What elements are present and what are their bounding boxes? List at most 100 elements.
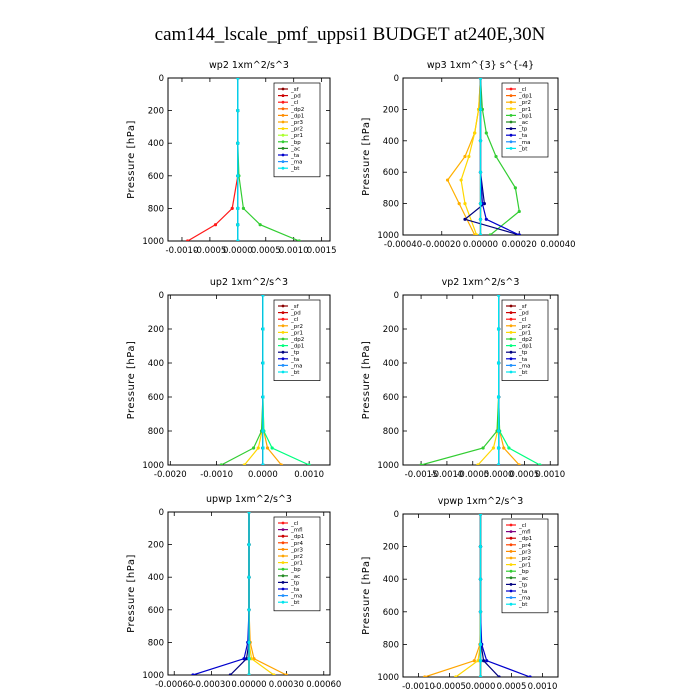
legend-marker xyxy=(281,581,285,584)
legend-label: _tp xyxy=(518,582,528,588)
legend-label: _cl xyxy=(518,317,527,323)
legend-label: _dp1 xyxy=(518,344,532,350)
series-point-bp xyxy=(297,239,301,241)
legend-marker xyxy=(509,140,513,144)
y-tick-label: 200 xyxy=(383,543,399,553)
legend-marker xyxy=(281,94,285,97)
series-point-tp xyxy=(497,675,501,677)
series-point-ta xyxy=(242,657,246,661)
series-point-bt xyxy=(478,577,483,581)
legend-marker xyxy=(509,337,513,341)
series-point-tp xyxy=(463,217,467,221)
legend-label: _pr3 xyxy=(290,547,304,553)
x-tick-label: 0.0005 xyxy=(497,682,527,692)
series-point-pr2 xyxy=(517,463,521,465)
y-tick-label: 1000 xyxy=(377,461,399,471)
series-point-dp1 xyxy=(507,446,511,450)
series-point-bt xyxy=(496,327,501,331)
series-point-ta xyxy=(484,217,488,221)
series-point-tp xyxy=(244,657,249,661)
legend-label: _ma xyxy=(518,363,530,369)
legend-label: _cl xyxy=(290,521,299,527)
series-point-pr2 xyxy=(423,675,427,677)
legend-marker xyxy=(281,370,285,374)
legend-marker xyxy=(509,331,513,334)
x-tick-label: 0.00060 xyxy=(306,680,341,690)
legend-box xyxy=(273,299,321,381)
legend-marker xyxy=(281,364,285,367)
legend-marker xyxy=(509,304,513,308)
y-tick-label: 0 xyxy=(394,291,399,301)
series-point-dp1 xyxy=(538,463,542,465)
legend-marker xyxy=(281,574,285,578)
x-tick-label: -0.00040 xyxy=(384,240,422,250)
legend-label: _ta xyxy=(290,357,299,363)
series-point-bt xyxy=(478,202,483,206)
legend-marker xyxy=(281,107,285,111)
legend-label: _tp xyxy=(290,580,300,586)
series-point-dp2 xyxy=(252,446,256,450)
legend-marker xyxy=(509,114,513,117)
legend-marker xyxy=(509,569,513,573)
legend-marker xyxy=(509,536,513,540)
legend-marker xyxy=(509,324,513,328)
y-tick-label: 400 xyxy=(148,573,164,583)
series-point-bt xyxy=(478,233,483,235)
series-point-pr2 xyxy=(457,202,461,206)
legend-label: _pr1 xyxy=(518,330,531,336)
y-tick-label: 0 xyxy=(394,510,399,520)
y-tick-label: 400 xyxy=(383,575,399,585)
legend-label: _dp2 xyxy=(518,337,532,343)
panel-title: vpwp 1xm^2/s^3 xyxy=(438,496,524,507)
y-tick-label: 600 xyxy=(148,172,164,182)
y-tick-label: 400 xyxy=(148,359,164,369)
legend-label: _ta xyxy=(518,589,527,595)
panel-title: wp3 1xm^{3} s^{-4} xyxy=(427,60,534,71)
y-tick-label: 600 xyxy=(383,608,399,618)
legend-label: _ac xyxy=(290,146,300,152)
legend: _cl_mfl_dp1_pr4_pr3_pr2_pr1_bp_ac_tp_ta_… xyxy=(273,516,321,612)
series-point-tp xyxy=(482,659,486,663)
legend-marker xyxy=(509,344,513,347)
legend-label: _bt xyxy=(290,370,300,376)
legend: _sf_pd_cl_pr2_pr1_dp2_dp1_tp_ta_ma_bt xyxy=(273,299,321,381)
panel-4: vp2 1xm^2/s^302004006008001000-0.0015-0.… xyxy=(361,277,565,480)
legend-marker xyxy=(281,114,285,117)
legend-label: _ma xyxy=(290,594,302,600)
x-tick-label: -0.0005 xyxy=(193,246,226,256)
legend-marker xyxy=(509,317,513,321)
x-tick-label: 0.0005 xyxy=(510,470,540,480)
series-point-bt xyxy=(261,463,265,465)
series-point-pr1 xyxy=(459,178,463,182)
series-point-cl xyxy=(230,206,234,210)
y-tick-label: 1000 xyxy=(377,231,399,241)
y-tick-label: 400 xyxy=(148,139,164,149)
x-tick-label: 0.0000 xyxy=(484,470,514,480)
series-point-bt xyxy=(478,545,483,549)
series-point-bt xyxy=(478,217,483,221)
y-tick-label: 200 xyxy=(383,325,399,335)
y-tick-label: 0 xyxy=(159,508,164,518)
series-point-bt xyxy=(496,446,501,450)
panel-title: up2 1xm^2/s^3 xyxy=(210,277,288,288)
legend-label: _pr1 xyxy=(518,563,531,569)
legend-label: _mfl xyxy=(518,530,531,536)
y-axis-label: Pressure [hPa] xyxy=(361,117,372,196)
legend-marker xyxy=(281,337,285,341)
legend-label: _pr2 xyxy=(518,324,531,330)
legend-marker xyxy=(281,534,285,538)
series-point-bt xyxy=(261,446,265,450)
series-point-bt xyxy=(496,429,501,433)
legend-label: _bt xyxy=(290,166,300,172)
x-tick-label: 0.0010 xyxy=(528,682,558,692)
series-point-ta xyxy=(517,233,521,235)
series-point-pr2 xyxy=(472,659,476,663)
legend-label: _bt xyxy=(290,600,300,606)
legend-marker xyxy=(281,127,285,130)
series-point-pr2 xyxy=(279,463,283,465)
series-point-bt xyxy=(247,575,251,579)
series-point-bt xyxy=(236,78,240,80)
series-point-pr2 xyxy=(445,178,450,182)
legend-marker xyxy=(281,160,285,164)
legend-marker xyxy=(509,120,513,124)
